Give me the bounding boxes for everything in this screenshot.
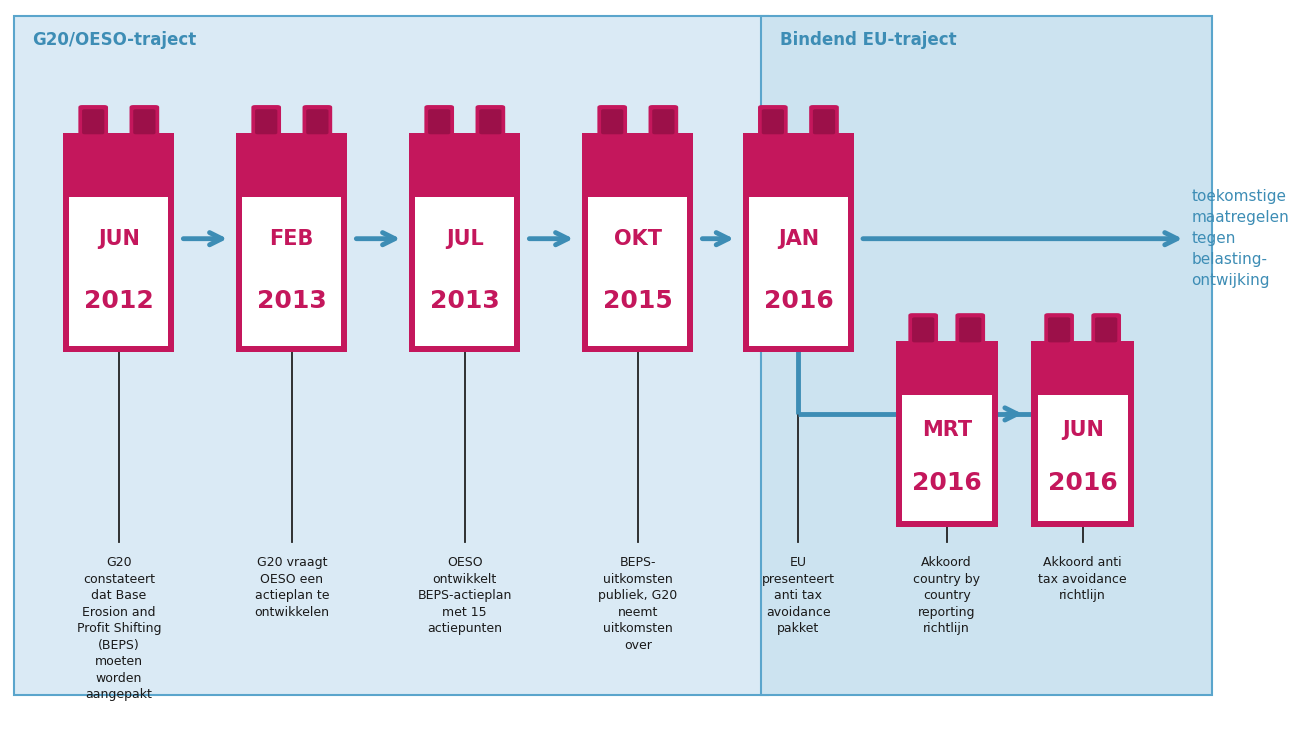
FancyBboxPatch shape [1044, 313, 1074, 358]
FancyBboxPatch shape [134, 109, 156, 134]
Text: 2016: 2016 [912, 471, 982, 495]
Text: Akkoord
country by
country
reporting
richtlijn: Akkoord country by country reporting ric… [913, 556, 981, 635]
Text: 2016: 2016 [1048, 471, 1117, 495]
FancyBboxPatch shape [761, 16, 1212, 695]
FancyBboxPatch shape [902, 395, 991, 521]
FancyBboxPatch shape [425, 105, 455, 150]
Text: FEB: FEB [270, 229, 314, 249]
Text: 2012: 2012 [84, 289, 153, 313]
FancyBboxPatch shape [78, 105, 108, 150]
FancyBboxPatch shape [1031, 341, 1134, 527]
FancyBboxPatch shape [582, 133, 694, 352]
Text: G20 vraagt
OESO een
actieplan te
ontwikkelen: G20 vraagt OESO een actieplan te ontwikk… [255, 556, 329, 619]
Text: 2016: 2016 [764, 289, 833, 313]
FancyBboxPatch shape [743, 133, 853, 352]
FancyBboxPatch shape [130, 105, 160, 150]
FancyBboxPatch shape [1038, 395, 1128, 521]
FancyBboxPatch shape [479, 109, 501, 134]
Text: G20
constateert
dat Base
Erosion and
Profit Shifting
(BEPS)
moeten
worden
aangep: G20 constateert dat Base Erosion and Pro… [77, 556, 161, 701]
Text: JUL: JUL [446, 229, 483, 249]
FancyBboxPatch shape [813, 109, 835, 134]
FancyBboxPatch shape [1048, 317, 1070, 342]
Text: MRT: MRT [922, 420, 972, 440]
FancyBboxPatch shape [69, 197, 168, 346]
FancyBboxPatch shape [409, 133, 521, 352]
FancyBboxPatch shape [307, 109, 329, 134]
FancyBboxPatch shape [303, 105, 333, 150]
FancyBboxPatch shape [252, 105, 281, 150]
FancyBboxPatch shape [956, 313, 985, 358]
FancyBboxPatch shape [236, 133, 347, 352]
FancyBboxPatch shape [14, 16, 768, 695]
FancyBboxPatch shape [255, 109, 277, 134]
FancyBboxPatch shape [652, 109, 674, 134]
Text: OESO
ontwikkelt
BEPS-actieplan
met 15
actiepunten: OESO ontwikkelt BEPS-actieplan met 15 ac… [417, 556, 512, 635]
Text: JUN: JUN [1061, 420, 1104, 440]
FancyBboxPatch shape [1095, 317, 1117, 342]
Text: EU
presenteert
anti tax
avoidance
pakket: EU presenteert anti tax avoidance pakket [763, 556, 835, 635]
FancyBboxPatch shape [908, 313, 938, 358]
FancyBboxPatch shape [895, 341, 998, 527]
Text: 2015: 2015 [603, 289, 673, 313]
FancyBboxPatch shape [429, 109, 451, 134]
Text: 2013: 2013 [430, 289, 500, 313]
Text: G20/OESO-traject: G20/OESO-traject [32, 30, 196, 49]
Text: OKT: OKT [614, 229, 661, 249]
FancyBboxPatch shape [64, 133, 174, 352]
FancyBboxPatch shape [588, 197, 687, 346]
FancyBboxPatch shape [750, 197, 848, 346]
FancyBboxPatch shape [475, 105, 505, 150]
FancyBboxPatch shape [416, 197, 514, 346]
FancyBboxPatch shape [809, 105, 839, 150]
FancyBboxPatch shape [761, 109, 785, 134]
Text: JAN: JAN [778, 229, 818, 249]
FancyBboxPatch shape [759, 105, 787, 150]
Text: 2013: 2013 [257, 289, 326, 313]
FancyBboxPatch shape [82, 109, 104, 134]
Text: toekomstige
maatregelen
tegen
belasting-
ontwijking: toekomstige maatregelen tegen belasting-… [1191, 189, 1289, 288]
FancyBboxPatch shape [601, 109, 624, 134]
FancyBboxPatch shape [912, 317, 934, 342]
FancyBboxPatch shape [959, 317, 981, 342]
FancyBboxPatch shape [648, 105, 678, 150]
FancyBboxPatch shape [243, 197, 342, 346]
Text: BEPS-
uitkomsten
publiek, G20
neemt
uitkomsten
over: BEPS- uitkomsten publiek, G20 neemt uitk… [598, 556, 677, 652]
FancyBboxPatch shape [1091, 313, 1121, 358]
Text: JUN: JUN [97, 229, 140, 249]
Text: Bindend EU-traject: Bindend EU-traject [779, 30, 956, 49]
FancyBboxPatch shape [598, 105, 627, 150]
Text: Akkoord anti
tax avoidance
richtlijn: Akkoord anti tax avoidance richtlijn [1038, 556, 1128, 602]
